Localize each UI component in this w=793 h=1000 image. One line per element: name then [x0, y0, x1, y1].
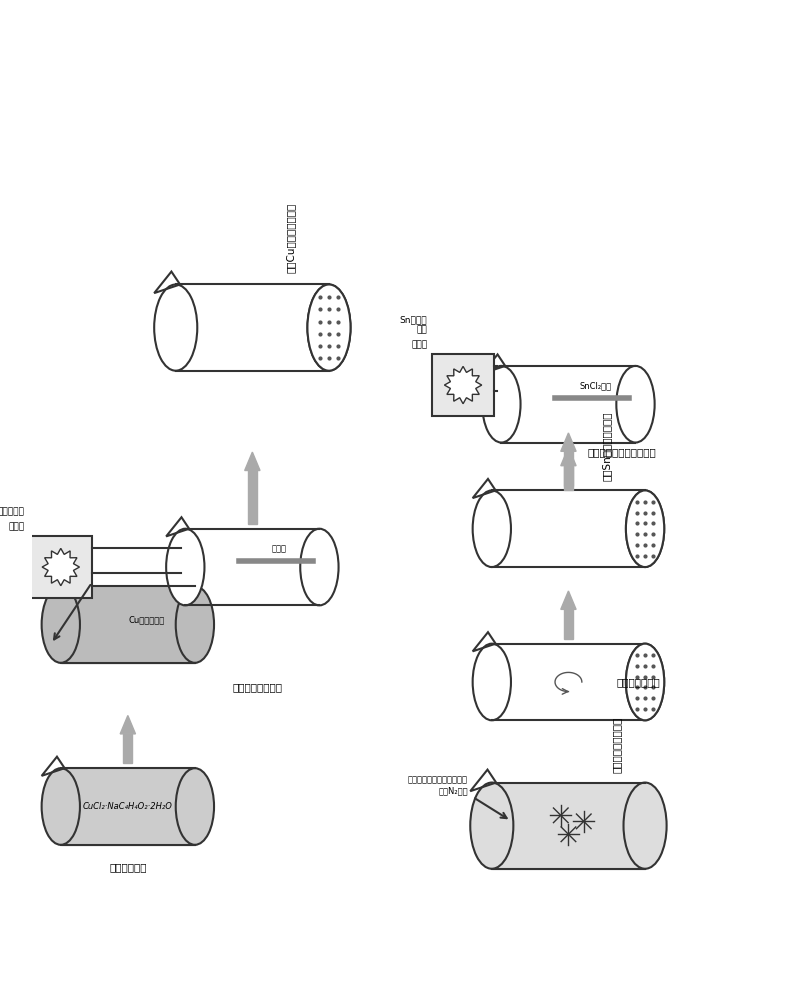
Ellipse shape	[308, 284, 351, 371]
Bar	[492, 644, 645, 720]
Text: SnCl₂溶液: SnCl₂溶液	[579, 381, 611, 390]
Ellipse shape	[154, 284, 197, 371]
Ellipse shape	[42, 586, 80, 663]
Text: 配量铜盐溶液: 配量铜盐溶液	[109, 862, 147, 872]
Ellipse shape	[616, 366, 655, 443]
Text: 微纳米颗粒表面修饰: 微纳米颗粒表面修饰	[611, 717, 622, 773]
Bar	[432, 354, 494, 416]
Bar	[29, 536, 92, 598]
Ellipse shape	[301, 529, 339, 605]
Text: 还原剂: 还原剂	[272, 544, 287, 553]
Text: 完成Cu微纳米颗粒制备: 完成Cu微纳米颗粒制备	[285, 203, 296, 273]
Ellipse shape	[482, 366, 520, 443]
Ellipse shape	[470, 783, 513, 869]
Bar	[176, 284, 329, 371]
Ellipse shape	[176, 586, 214, 663]
Ellipse shape	[626, 490, 665, 567]
Ellipse shape	[176, 768, 214, 845]
Bar	[247, 470, 257, 524]
Text: Cu微纳米颗粒: Cu微纳米颗粒	[129, 615, 165, 624]
Bar	[501, 366, 635, 443]
Polygon shape	[245, 452, 260, 470]
Polygon shape	[42, 548, 79, 586]
Polygon shape	[444, 366, 482, 404]
Bar	[564, 609, 573, 639]
Text: 离心分离、清洗: 离心分离、清洗	[616, 677, 660, 687]
Ellipse shape	[626, 490, 665, 567]
Polygon shape	[561, 447, 576, 466]
Text: 蠕动泵: 蠕动泵	[411, 340, 427, 349]
Bar	[564, 466, 573, 490]
Polygon shape	[121, 716, 136, 734]
Text: Sn盐溶液
流向: Sn盐溶液 流向	[400, 315, 427, 335]
Bar	[564, 451, 573, 486]
Text: 完成Sn微纳米颗粒制备: 完成Sn微纳米颗粒制备	[602, 411, 611, 481]
Text: 蠕动泵: 蠕动泵	[9, 522, 25, 531]
Ellipse shape	[473, 490, 511, 567]
Text: 蠕动泵加入还原剂: 蠕动泵加入还原剂	[232, 682, 282, 692]
Ellipse shape	[626, 644, 665, 720]
Bar	[61, 768, 195, 845]
Text: 真空干燥箱中将微纳米颗粒
加入N₂保护: 真空干燥箱中将微纳米颗粒 加入N₂保护	[408, 776, 468, 795]
Text: 还原剂流向: 还原剂流向	[0, 508, 25, 517]
Bar	[186, 529, 320, 605]
Polygon shape	[561, 591, 576, 609]
Ellipse shape	[167, 529, 205, 605]
Bar	[492, 783, 645, 869]
Polygon shape	[561, 433, 576, 451]
Text: 直接二次还原微纳米颗粒: 直接二次还原微纳米颗粒	[588, 447, 657, 457]
Ellipse shape	[42, 768, 80, 845]
Ellipse shape	[626, 644, 665, 720]
Ellipse shape	[473, 644, 511, 720]
Bar	[123, 734, 132, 763]
Bar	[492, 490, 645, 567]
Text: CuCl₂·NaC₄H₄O₂·2H₂O: CuCl₂·NaC₄H₄O₂·2H₂O	[83, 802, 173, 811]
Ellipse shape	[623, 783, 667, 869]
Bar	[61, 586, 195, 663]
Ellipse shape	[308, 284, 351, 371]
